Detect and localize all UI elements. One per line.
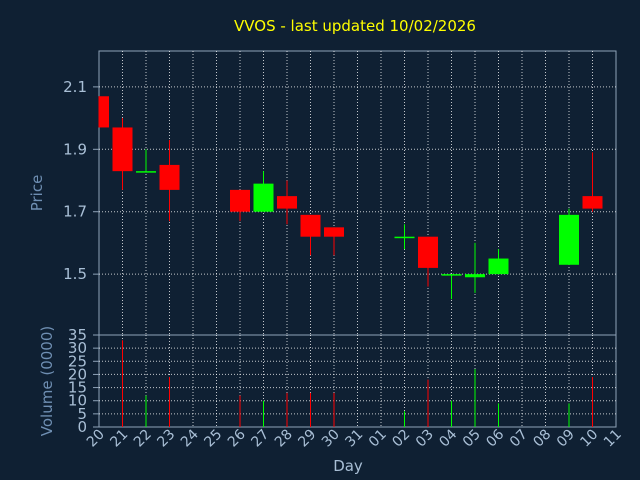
x-axis-label: Day <box>333 457 363 475</box>
candle-body <box>159 164 180 190</box>
candle-body <box>230 189 250 212</box>
candle-body <box>277 196 297 209</box>
candle-body <box>136 171 156 173</box>
candle-body <box>394 236 415 239</box>
price-y-tick-label: 1.7 <box>63 203 87 221</box>
volume-y-tick-label: 30 <box>68 339 87 357</box>
candle-body <box>324 227 344 237</box>
price-y-tick-label: 2.1 <box>63 78 87 96</box>
volume-y-tick-label: 20 <box>68 365 87 383</box>
candle-body <box>582 196 603 209</box>
candle-body <box>300 214 321 237</box>
candle-body <box>559 214 579 265</box>
volume-y-tick-label: 0 <box>77 418 87 436</box>
candle-body <box>441 274 462 276</box>
volume-axis-label: Volume (0000) <box>38 326 56 436</box>
volume-y-tick-label: 10 <box>68 392 87 410</box>
candle-body <box>488 258 509 275</box>
candle-body <box>418 236 438 268</box>
volume-y-tick-label: 15 <box>68 379 87 397</box>
volume-y-tick-label: 25 <box>68 352 87 370</box>
candle-body <box>99 96 109 128</box>
volume-y-tick-label: 5 <box>77 405 87 423</box>
chart-title: VVOS - last updated 10/02/2026 <box>234 17 476 35</box>
candle-body <box>465 274 485 278</box>
price-y-tick-label: 1.9 <box>63 140 87 158</box>
x-axis-ticks: 20 21 22 23 24 25 26 27 28 29 30 31 01 02 03 04 05 06 07 08… <box>84 426 625 450</box>
price-y-tick-label: 1.5 <box>63 265 87 283</box>
price-y-ticks: 1.5 1.7 1.9 2.1 <box>63 78 99 283</box>
candle-body <box>253 183 274 212</box>
candles <box>98 96 603 300</box>
volume-bars <box>122 340 593 427</box>
candle-body <box>112 127 133 172</box>
price-axis-label: Price <box>28 175 46 212</box>
volume-y-tick-label: 35 <box>68 326 87 344</box>
price-panel: 1.5 1.7 1.9 2.1 <box>63 50 617 336</box>
